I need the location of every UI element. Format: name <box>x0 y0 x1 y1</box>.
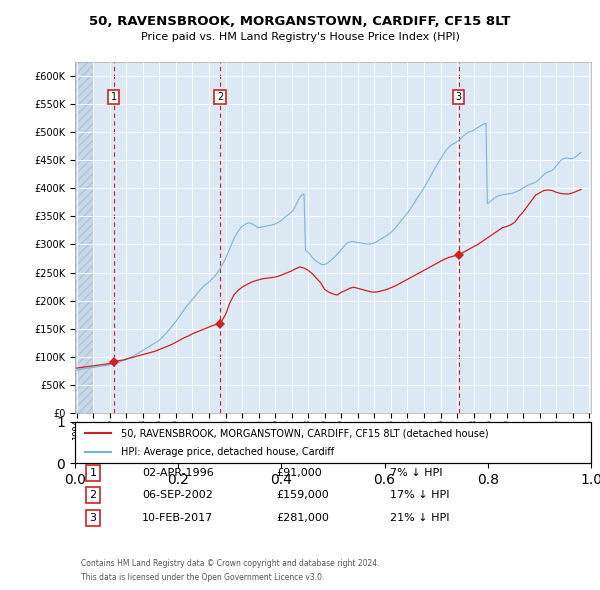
Text: HPI: Average price, detached house, Cardiff: HPI: Average price, detached house, Card… <box>121 447 335 457</box>
Text: £281,000: £281,000 <box>276 513 329 523</box>
Text: 10-FEB-2017: 10-FEB-2017 <box>142 513 214 523</box>
Text: 3: 3 <box>455 92 462 102</box>
Text: 21% ↓ HPI: 21% ↓ HPI <box>390 513 449 523</box>
Text: 7% ↓ HPI: 7% ↓ HPI <box>390 468 442 478</box>
Text: 50, RAVENSBROOK, MORGANSTOWN, CARDIFF, CF15 8LT: 50, RAVENSBROOK, MORGANSTOWN, CARDIFF, C… <box>89 15 511 28</box>
Bar <box>75 62 93 413</box>
Text: 1: 1 <box>111 92 117 102</box>
Text: 06-SEP-2002: 06-SEP-2002 <box>142 490 213 500</box>
Text: 3: 3 <box>89 513 97 523</box>
Text: 02-APR-1996: 02-APR-1996 <box>142 468 214 478</box>
Text: This data is licensed under the Open Government Licence v3.0.: This data is licensed under the Open Gov… <box>81 572 325 582</box>
Text: 2: 2 <box>217 92 223 102</box>
Text: 50, RAVENSBROOK, MORGANSTOWN, CARDIFF, CF15 8LT (detached house): 50, RAVENSBROOK, MORGANSTOWN, CARDIFF, C… <box>121 428 489 438</box>
Text: 1: 1 <box>89 468 97 478</box>
Text: 2: 2 <box>89 490 97 500</box>
Text: £159,000: £159,000 <box>276 490 329 500</box>
Text: 17% ↓ HPI: 17% ↓ HPI <box>390 490 449 500</box>
Text: Price paid vs. HM Land Registry's House Price Index (HPI): Price paid vs. HM Land Registry's House … <box>140 32 460 42</box>
Text: Contains HM Land Registry data © Crown copyright and database right 2024.: Contains HM Land Registry data © Crown c… <box>81 559 380 568</box>
Text: £91,000: £91,000 <box>276 468 322 478</box>
